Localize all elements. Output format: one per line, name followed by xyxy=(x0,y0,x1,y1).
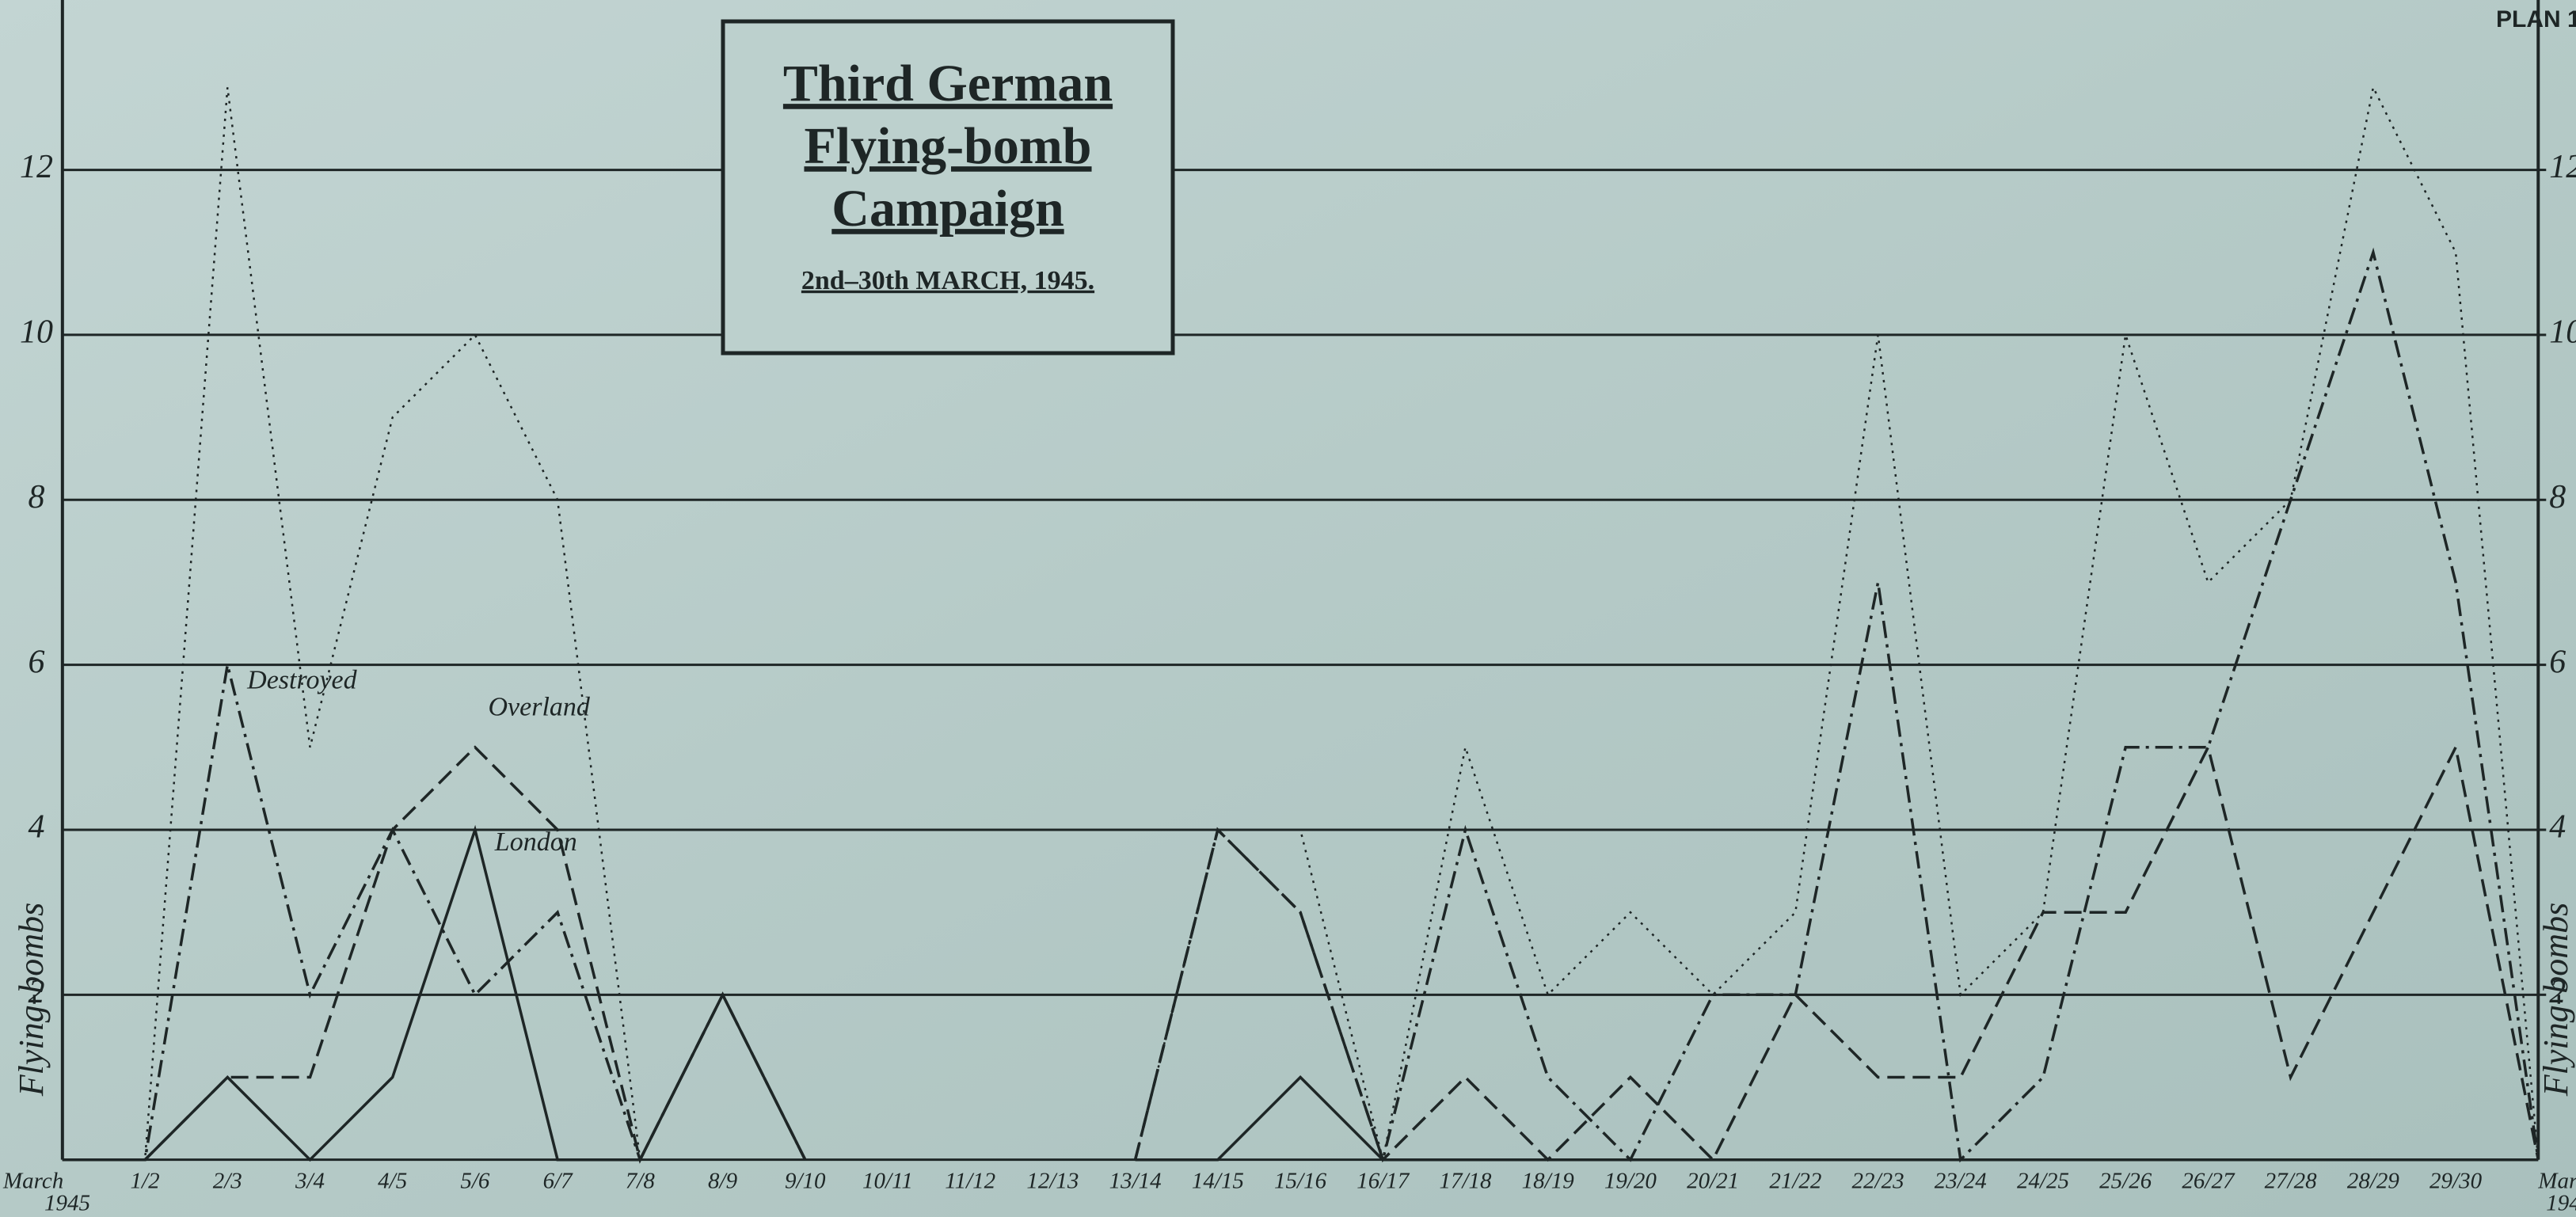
y2-axis-label: Flying-bombs xyxy=(2536,903,2575,1097)
x-tick-label: 29/30 xyxy=(2430,1169,2483,1194)
x-tick-label: 11/12 xyxy=(945,1169,995,1194)
series-line xyxy=(62,824,807,1162)
y-tick-label: 8 xyxy=(29,479,45,515)
x-tick-label: 16/17 xyxy=(1356,1169,1410,1194)
y2-tick-label: 2 xyxy=(2549,974,2566,1010)
x-tick-label: 9/10 xyxy=(785,1169,826,1194)
plan-label: PLAN 12 xyxy=(2496,6,2576,32)
x-tick-label: 17/18 xyxy=(1439,1169,1492,1194)
title-line: Third German xyxy=(783,55,1113,112)
y-axis-label: Flying-bombs xyxy=(12,903,51,1097)
series-line xyxy=(1135,1075,2539,1162)
x-tick-label: 1/2 xyxy=(131,1169,160,1194)
y-tick-label: 10 xyxy=(20,314,53,351)
x-tick-label: 3/4 xyxy=(295,1169,325,1194)
x-tick-label: 24/25 xyxy=(2017,1169,2069,1194)
x-tick-label: 19/20 xyxy=(1604,1169,1657,1194)
series-label: Overland xyxy=(489,692,591,721)
subtitle: 2nd–30th MARCH, 1945. xyxy=(801,266,1094,295)
x-tick-label: 15/16 xyxy=(1274,1169,1327,1194)
x-tick-label: 4/5 xyxy=(378,1169,407,1194)
title-line: Flying-bomb xyxy=(804,117,1091,175)
x-tick-label: 22/23 xyxy=(1852,1169,1904,1194)
y-tick-label: 4 xyxy=(29,809,45,846)
x-tick-label: 5/6 xyxy=(460,1169,490,1194)
y2-tick-label: 10 xyxy=(2549,314,2576,351)
y2-tick-label: 8 xyxy=(2549,479,2566,515)
x-tick-label: 20/21 xyxy=(1687,1169,1739,1194)
series-label: London xyxy=(494,827,577,857)
x-tick-label: 26/27 xyxy=(2182,1169,2235,1194)
x-tick-label: March xyxy=(2537,1169,2576,1194)
x-year-label: 1945 xyxy=(44,1191,90,1216)
x-tick-label: 7/8 xyxy=(626,1169,656,1194)
y2-tick-label: 4 xyxy=(2549,809,2566,846)
x-tick-label: 13/14 xyxy=(1109,1169,1162,1194)
y-tick-label: 6 xyxy=(29,644,45,680)
x-tick-label: 2/3 xyxy=(213,1169,242,1194)
x-tick-label: 12/13 xyxy=(1026,1169,1079,1194)
x-tick-label: 10/11 xyxy=(862,1169,913,1194)
y-tick-label: 2 xyxy=(29,974,45,1010)
y2-tick-label: 12 xyxy=(2549,149,2576,185)
x-tick-label: 23/24 xyxy=(1935,1169,1987,1194)
x-tick-label: 28/29 xyxy=(2347,1169,2400,1194)
x-tick-label: 27/28 xyxy=(2265,1169,2318,1194)
x-tick-label: 25/26 xyxy=(2099,1169,2152,1194)
x-year-label: 1945 xyxy=(2546,1191,2576,1216)
x-tick-label: 18/19 xyxy=(1522,1169,1575,1194)
x-tick-label: 21/22 xyxy=(1769,1169,1821,1194)
title-box xyxy=(721,19,1175,356)
x-tick-label: 14/15 xyxy=(1192,1169,1244,1194)
x-tick-label: 8/9 xyxy=(708,1169,738,1194)
series-line xyxy=(1134,84,2540,1161)
y2-tick-label: 6 xyxy=(2549,644,2566,680)
title-line: Campaign xyxy=(831,180,1064,238)
series-line xyxy=(1133,743,2540,1162)
series-label: Destroyed xyxy=(246,666,357,695)
x-tick-label: March xyxy=(2,1169,63,1194)
y-tick-label: 12 xyxy=(20,149,53,185)
x-tick-label: 6/7 xyxy=(543,1169,574,1194)
